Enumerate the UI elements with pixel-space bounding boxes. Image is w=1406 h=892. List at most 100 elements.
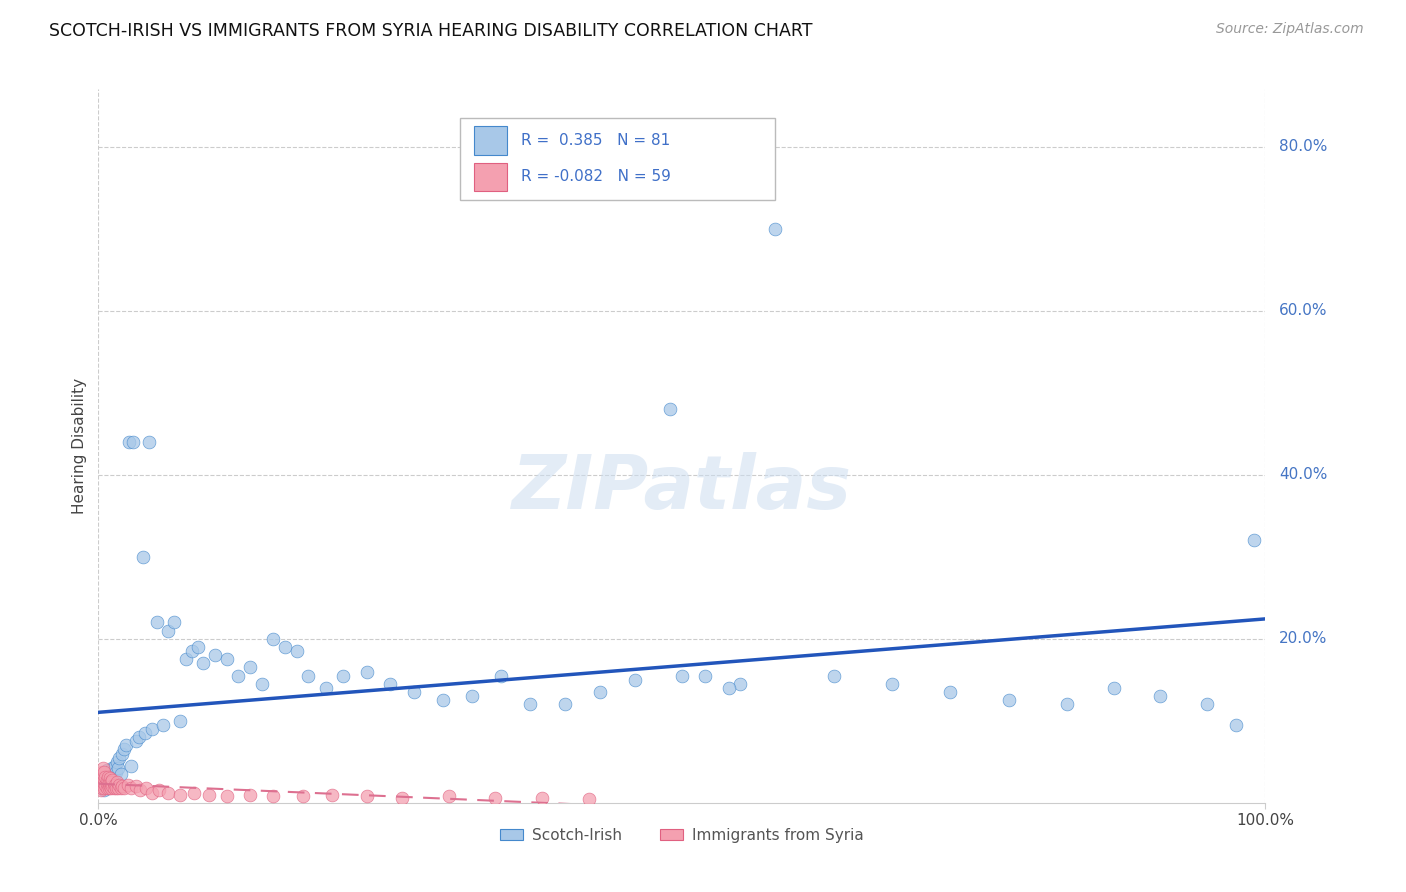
Point (274, 640, 297, 654)
Point (997, 693, 1019, 707)
Point (90, 780, 112, 795)
Point (489, 668, 512, 682)
Point (356, 665, 378, 679)
Point (262, 632, 284, 646)
Point (239, 788, 262, 802)
Point (100, 780, 122, 795)
Point (90, 775, 112, 789)
Point (93, 771, 115, 785)
Point (107, 780, 129, 795)
Point (104, 778, 127, 792)
Point (97, 775, 120, 789)
Point (100, 775, 122, 789)
Point (122, 434, 145, 449)
Point (98, 771, 121, 785)
Point (108, 750, 131, 764)
Point (1225, 718, 1247, 732)
Point (148, 783, 170, 797)
Point (215, 789, 238, 804)
Point (939, 685, 962, 699)
Point (321, 788, 343, 802)
Point (356, 789, 378, 804)
Point (96, 780, 118, 795)
Point (589, 685, 612, 699)
Bar (474, 162, 508, 191)
Point (519, 698, 541, 712)
Text: R =  0.385   N = 81: R = 0.385 N = 81 (520, 133, 671, 148)
Point (104, 780, 127, 795)
Point (204, 648, 226, 662)
Point (193, 657, 215, 671)
Point (97, 778, 120, 792)
Point (94, 767, 117, 781)
Point (89, 780, 111, 794)
Point (380, 677, 402, 691)
Text: 80.0%: 80.0% (1279, 139, 1327, 154)
Point (461, 689, 484, 703)
Point (93, 764, 115, 779)
Point (530, 790, 553, 805)
Text: ZIPatlas: ZIPatlas (512, 452, 852, 525)
Point (391, 790, 413, 805)
Point (1056, 698, 1078, 712)
Point (332, 668, 354, 682)
Point (671, 668, 693, 682)
Point (129, 783, 152, 797)
Legend: Scotch-Irish, Immigrants from Syria: Scotch-Irish, Immigrants from Syria (494, 822, 870, 848)
Point (163, 615, 186, 630)
Point (250, 677, 273, 691)
Point (152, 718, 174, 732)
Point (110, 767, 132, 781)
Point (98, 764, 121, 779)
Point (120, 780, 142, 795)
Point (291, 789, 314, 804)
Point (624, 673, 647, 687)
Point (97, 770, 120, 784)
Point (157, 624, 180, 638)
Point (215, 652, 238, 666)
Point (91, 761, 114, 775)
Point (183, 786, 205, 800)
Point (105, 775, 128, 789)
Point (90, 767, 112, 781)
Point (89, 771, 111, 785)
Point (103, 780, 125, 795)
Text: 20.0%: 20.0% (1279, 632, 1327, 647)
Point (763, 221, 786, 235)
Point (128, 730, 150, 744)
Bar (460, 118, 775, 200)
Point (432, 693, 454, 707)
Text: 60.0%: 60.0% (1279, 303, 1327, 318)
Point (100, 772, 122, 787)
Point (90, 764, 112, 779)
Point (96, 763, 118, 777)
Point (112, 780, 135, 795)
Point (402, 685, 425, 699)
Point (695, 668, 717, 682)
Point (118, 434, 141, 449)
Point (1149, 689, 1171, 703)
Point (101, 772, 124, 787)
Point (94, 778, 117, 792)
Text: 40.0%: 40.0% (1279, 467, 1327, 483)
Point (101, 761, 124, 775)
Point (554, 698, 576, 712)
Point (198, 788, 221, 802)
Point (110, 780, 132, 795)
Point (138, 434, 160, 449)
Point (105, 755, 128, 769)
Point (97, 780, 120, 795)
Point (104, 759, 127, 773)
Point (484, 790, 506, 805)
Point (97, 771, 120, 785)
Point (96, 772, 118, 787)
Point (285, 644, 308, 658)
Point (717, 681, 740, 695)
Point (169, 714, 191, 728)
Text: Source: ZipAtlas.com: Source: ZipAtlas.com (1216, 22, 1364, 37)
Point (93, 780, 115, 795)
Point (180, 644, 202, 658)
Point (112, 742, 135, 756)
Point (120, 759, 142, 773)
Point (90, 783, 112, 797)
